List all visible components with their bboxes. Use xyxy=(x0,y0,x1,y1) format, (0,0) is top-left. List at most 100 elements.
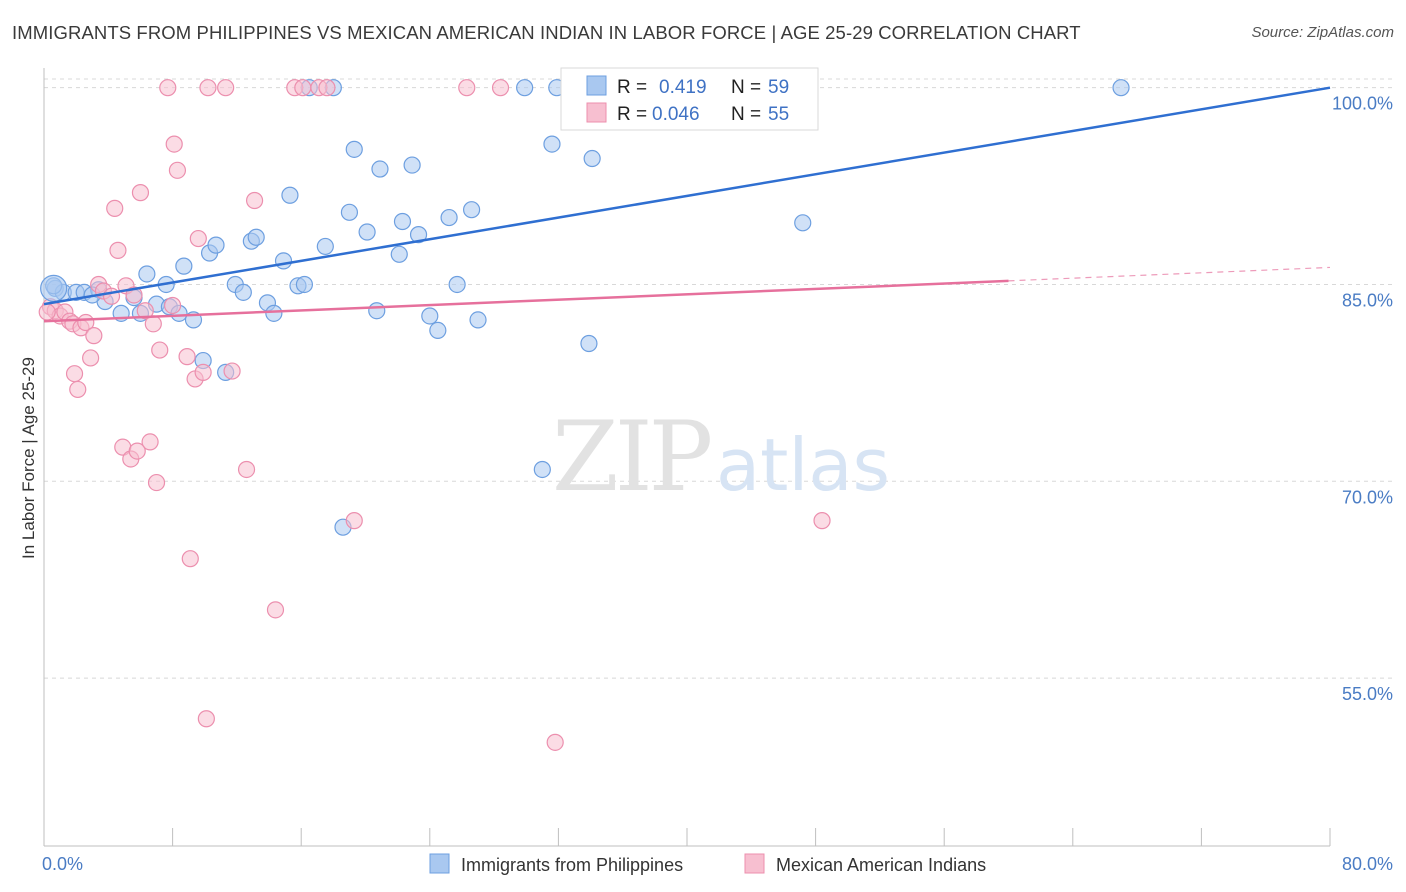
point-philippines xyxy=(138,265,156,283)
point-philippines xyxy=(371,160,389,178)
point-mexican-american-indians xyxy=(159,79,177,97)
y-axis-label: In Labor Force | Age 25-29 xyxy=(19,357,38,559)
y-tick-label: 70.0% xyxy=(1342,487,1393,507)
point-philippines xyxy=(175,257,193,275)
point-mexican-american-indians xyxy=(266,601,285,619)
y-axis-label-text: In Labor Force | Age 25-29 xyxy=(19,357,38,559)
point-mexican-american-indians xyxy=(147,473,166,492)
point-mexican-american-indians xyxy=(245,191,264,210)
x-tick-label: 80.0% xyxy=(1342,854,1393,874)
point-mexican-american-indians xyxy=(181,550,199,568)
point-philippines xyxy=(440,208,458,227)
legend-swatch-mexican-american-indians xyxy=(744,853,765,874)
stats-r-label-pink: R = xyxy=(617,104,647,125)
point-mexican-american-indians xyxy=(223,362,241,380)
point-philippines xyxy=(390,245,408,263)
legend-label-mexican-american-indians: Mexican American Indians xyxy=(776,855,986,875)
x-tick-label: 0.0% xyxy=(42,854,83,874)
stats-n-label-blue: N = xyxy=(731,77,761,98)
point-mexican-american-indians xyxy=(491,79,510,97)
point-philippines xyxy=(358,223,376,241)
stats-swatch-pink xyxy=(586,102,607,123)
point-mexican-american-indians xyxy=(69,380,87,399)
point-philippines xyxy=(1112,79,1130,97)
point-mexican-american-indians xyxy=(65,365,84,383)
point-mexican-american-indians xyxy=(194,363,212,381)
point-philippines xyxy=(393,212,412,231)
trend-layer xyxy=(43,86,1331,323)
point-philippines xyxy=(274,252,293,270)
watermark-atlas: atlas xyxy=(716,423,890,507)
point-mexican-american-indians xyxy=(217,79,235,97)
grid-layer: 100.0% 85.0% 70.0% 55.0% xyxy=(44,78,1393,704)
point-mexican-american-indians xyxy=(141,433,159,451)
point-philippines xyxy=(448,275,466,294)
point-philippines xyxy=(234,283,252,301)
point-mexican-american-indians xyxy=(345,512,363,530)
point-mexican-american-indians xyxy=(136,302,154,320)
point-philippines xyxy=(583,149,601,168)
trend-line-mexican-american-indians xyxy=(43,279,1009,323)
point-mexican-american-indians xyxy=(131,184,150,202)
point-philippines xyxy=(516,79,534,97)
stats-box: R = 0.419 N = 59 R = 0.046 N = 55 xyxy=(560,67,819,131)
y-tick-label: 85.0% xyxy=(1342,290,1393,310)
point-philippines xyxy=(580,334,598,353)
point-philippines xyxy=(345,140,363,158)
point-mexican-american-indians xyxy=(199,79,217,97)
point-philippines xyxy=(265,304,283,322)
trend-line-mexican-american-indians-extension xyxy=(1008,266,1331,282)
point-philippines xyxy=(295,275,314,294)
point-philippines xyxy=(409,226,428,244)
point-philippines xyxy=(421,307,439,325)
stats-r-value-blue: 0.419 xyxy=(659,77,707,98)
point-philippines xyxy=(794,214,812,232)
legend: Immigrants from Philippines Mexican Amer… xyxy=(429,853,986,875)
stats-swatch-blue xyxy=(586,75,607,96)
point-mexican-american-indians xyxy=(237,460,256,479)
point-mexican-american-indians xyxy=(165,135,183,153)
point-mexican-american-indians xyxy=(109,241,127,259)
stats-n-value-pink: 55 xyxy=(768,104,789,125)
stats-n-value-blue: 59 xyxy=(768,77,789,98)
point-mexican-american-indians xyxy=(178,348,196,366)
points-layer xyxy=(38,79,1130,751)
point-philippines xyxy=(247,228,265,246)
point-mexican-american-indians xyxy=(151,341,169,359)
watermark: ZIP atlas xyxy=(552,401,890,513)
axes-layer: 0.0% 80.0% xyxy=(42,68,1393,874)
point-philippines xyxy=(340,203,359,221)
point-philippines xyxy=(403,156,421,174)
point-cluster-origin xyxy=(40,274,68,303)
stats-r-value-pink: 0.046 xyxy=(652,104,700,125)
point-mexican-american-indians xyxy=(458,79,476,97)
watermark-zip: ZIP xyxy=(552,401,711,513)
point-philippines xyxy=(533,460,551,479)
point-philippines xyxy=(429,321,447,339)
point-mexican-american-indians xyxy=(128,442,146,460)
point-philippines xyxy=(462,201,481,219)
point-mexican-american-indians xyxy=(82,349,100,367)
point-mexican-american-indians xyxy=(813,512,831,530)
trend-line-philippines xyxy=(43,86,1331,306)
point-mexican-american-indians xyxy=(85,327,103,345)
point-mexican-american-indians xyxy=(144,315,162,333)
point-mexican-american-indians xyxy=(197,710,215,728)
point-philippines xyxy=(207,236,225,254)
point-philippines xyxy=(316,237,334,256)
chart-title: IMMIGRANTS FROM PHILIPPINES VS MEXICAN A… xyxy=(12,22,1081,43)
chart-source: Source: ZipAtlas.com xyxy=(1251,24,1394,41)
point-mexican-american-indians xyxy=(125,286,143,304)
stats-r-label-blue: R = xyxy=(617,77,647,98)
y-tick-label: 100.0% xyxy=(1332,94,1393,114)
point-mexican-american-indians xyxy=(38,303,56,321)
point-mexican-american-indians xyxy=(168,161,187,179)
point-mexican-american-indians xyxy=(318,79,336,97)
point-mexican-american-indians xyxy=(189,229,207,248)
point-mexican-american-indians xyxy=(546,733,564,751)
point-mexican-american-indians xyxy=(294,79,312,97)
legend-swatch-philippines xyxy=(429,853,450,874)
point-philippines xyxy=(368,302,386,320)
point-philippines xyxy=(281,186,299,204)
